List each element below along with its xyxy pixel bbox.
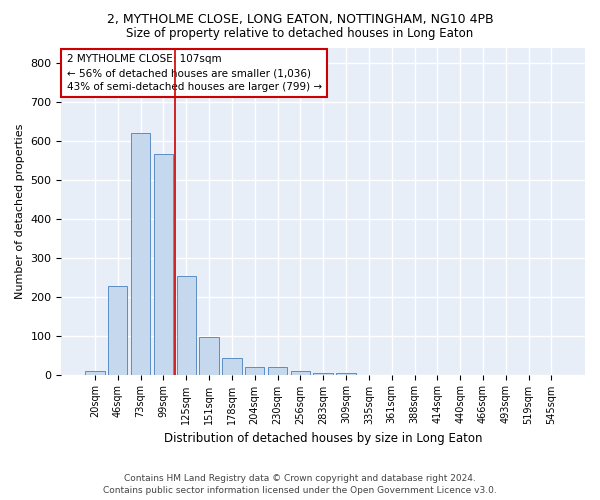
- Bar: [222, 358, 242, 374]
- Bar: [290, 370, 310, 374]
- Bar: [131, 133, 150, 374]
- Text: Contains HM Land Registry data © Crown copyright and database right 2024.
Contai: Contains HM Land Registry data © Crown c…: [103, 474, 497, 495]
- Bar: [313, 372, 333, 374]
- Bar: [268, 367, 287, 374]
- Bar: [337, 372, 356, 374]
- Text: Size of property relative to detached houses in Long Eaton: Size of property relative to detached ho…: [127, 28, 473, 40]
- X-axis label: Distribution of detached houses by size in Long Eaton: Distribution of detached houses by size …: [164, 432, 482, 445]
- Y-axis label: Number of detached properties: Number of detached properties: [15, 124, 25, 298]
- Bar: [176, 276, 196, 374]
- Bar: [199, 337, 219, 374]
- Bar: [154, 154, 173, 374]
- Bar: [85, 370, 104, 374]
- Text: 2, MYTHOLME CLOSE, LONG EATON, NOTTINGHAM, NG10 4PB: 2, MYTHOLME CLOSE, LONG EATON, NOTTINGHA…: [107, 12, 493, 26]
- Bar: [108, 286, 127, 374]
- Bar: [245, 367, 265, 374]
- Text: 2 MYTHOLME CLOSE: 107sqm
← 56% of detached houses are smaller (1,036)
43% of sem: 2 MYTHOLME CLOSE: 107sqm ← 56% of detach…: [67, 54, 322, 92]
